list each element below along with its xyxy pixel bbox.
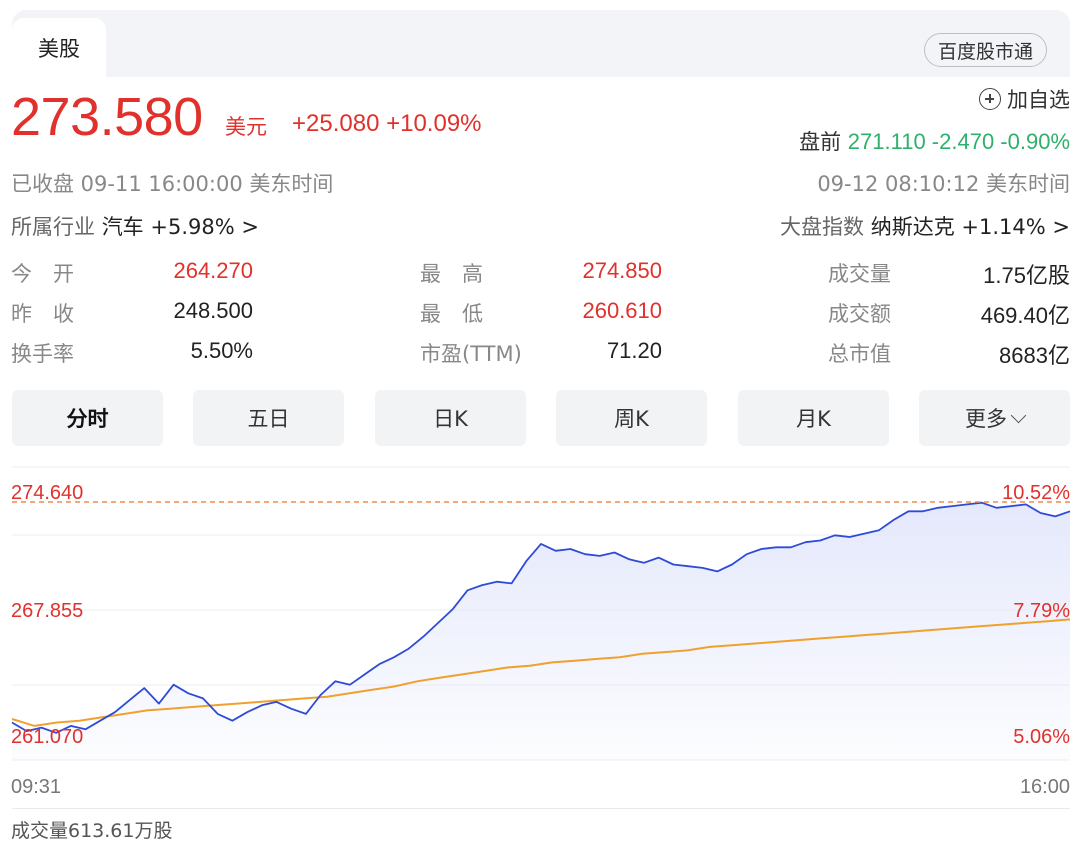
tab-intraday[interactable]: 分时 bbox=[12, 390, 163, 446]
low-value: 260.610 bbox=[582, 298, 662, 323]
prev-close-label: 昨 收 bbox=[11, 302, 74, 326]
time-start: 09:31 bbox=[11, 776, 62, 798]
premarket-quote: 盘前 271.110 -2.470 -0.90% bbox=[799, 126, 1070, 156]
tab-more-label: 更多 bbox=[965, 407, 1007, 431]
open-label: 今 开 bbox=[11, 262, 74, 286]
amount-label: 成交额 bbox=[828, 302, 891, 326]
tab-daily-k[interactable]: 日K bbox=[375, 390, 526, 446]
low-label: 最 低 bbox=[420, 302, 483, 326]
pe-label: 市盈(TTM) bbox=[420, 342, 522, 366]
plus-circle-icon bbox=[979, 88, 1001, 110]
pct-label-top: 10.52% bbox=[1002, 482, 1070, 504]
pct-label-mid: 7.79% bbox=[1013, 600, 1070, 622]
industry-label: 所属行业 bbox=[11, 215, 95, 239]
index-change: +1.14% bbox=[961, 215, 1046, 239]
chart-svg bbox=[11, 466, 1071, 761]
market-status: 已收盘 09-11 16:00:00 美东时间 bbox=[11, 172, 334, 196]
high-value: 274.850 bbox=[582, 258, 662, 283]
tab-monthly-k[interactable]: 月K bbox=[738, 390, 889, 446]
amount-value: 469.40亿 bbox=[980, 303, 1070, 328]
premarket-time: 09-12 08:10:12 美东时间 bbox=[817, 172, 1070, 196]
time-end: 16:00 bbox=[1019, 776, 1070, 798]
add-watchlist-button[interactable]: 加自选 bbox=[979, 84, 1070, 114]
period-tabs: 分时 五日 日K 周K 月K 更多 bbox=[12, 390, 1070, 446]
industry-name: 汽车 bbox=[101, 215, 144, 239]
tab-us-stocks[interactable]: 美股 bbox=[12, 18, 106, 77]
turnover-label: 换手率 bbox=[11, 342, 74, 366]
y-label-bottom: 261.070 bbox=[11, 726, 84, 748]
y-label-mid: 267.855 bbox=[11, 600, 84, 622]
index-link[interactable]: 大盘指数 纳斯达克 +1.14% > bbox=[780, 211, 1070, 241]
pct-label-bottom: 5.06% bbox=[1013, 726, 1070, 748]
turnover-value: 5.50% bbox=[190, 338, 253, 363]
y-label-top: 274.640 bbox=[11, 482, 84, 504]
price-area-fill bbox=[12, 502, 1070, 760]
current-price: 273.580 bbox=[11, 87, 203, 147]
tab-more[interactable]: 更多 bbox=[919, 390, 1070, 446]
premarket-label: 盘前 bbox=[799, 130, 842, 154]
intraday-chart[interactable] bbox=[0, 455, 1080, 765]
add-watchlist-label: 加自选 bbox=[1007, 88, 1070, 112]
baidu-stock-button[interactable]: 百度股市通 bbox=[923, 33, 1047, 67]
prev-close-value: 248.500 bbox=[173, 298, 253, 323]
index-name: 纳斯达克 bbox=[870, 215, 955, 239]
volume-value: 1.75亿股 bbox=[983, 263, 1070, 288]
chevron-right-icon: > bbox=[1052, 215, 1070, 239]
premarket-value: 271.110 -2.470 -0.90% bbox=[847, 129, 1070, 154]
pe-value: 71.20 bbox=[606, 338, 662, 363]
chevron-down-icon bbox=[1010, 407, 1027, 423]
high-label: 最 高 bbox=[420, 262, 483, 286]
industry-link[interactable]: 所属行业 汽车 +5.98% > bbox=[11, 211, 259, 241]
currency-label: 美元 bbox=[225, 115, 267, 139]
volume-label: 成交量 bbox=[828, 262, 891, 286]
market-cap-value: 8683亿 bbox=[999, 343, 1070, 368]
open-value: 264.270 bbox=[173, 258, 253, 283]
average-price-line bbox=[11, 618, 1071, 727]
tab-weekly-k[interactable]: 周K bbox=[556, 390, 707, 446]
tab-five-day[interactable]: 五日 bbox=[193, 390, 344, 446]
market-cap-label: 总市值 bbox=[828, 342, 891, 366]
volume-summary: 成交量613.61万股 bbox=[11, 820, 173, 842]
price-change: +25.080 +10.09% bbox=[292, 110, 482, 137]
industry-change: +5.98% bbox=[150, 215, 235, 239]
divider bbox=[12, 808, 1070, 809]
index-label: 大盘指数 bbox=[780, 215, 865, 239]
chevron-right-icon: > bbox=[241, 215, 259, 239]
market-tab-bar bbox=[12, 10, 1070, 77]
price-line bbox=[11, 501, 1071, 734]
